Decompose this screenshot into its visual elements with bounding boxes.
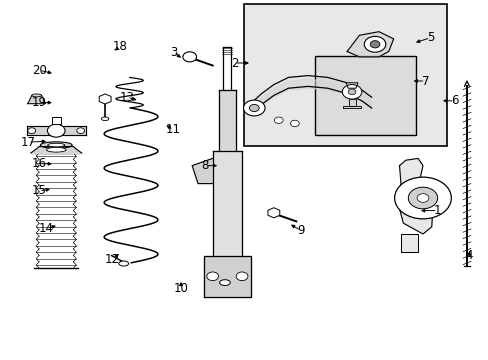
Text: 10: 10 (173, 282, 188, 294)
Ellipse shape (48, 143, 65, 147)
Text: 12: 12 (105, 253, 120, 266)
Circle shape (249, 104, 259, 112)
Polygon shape (343, 106, 360, 108)
Text: 14: 14 (39, 222, 54, 235)
Circle shape (274, 117, 283, 123)
Text: 17: 17 (21, 136, 36, 149)
Polygon shape (348, 99, 355, 106)
Circle shape (28, 128, 36, 134)
Polygon shape (218, 90, 236, 151)
Circle shape (236, 272, 247, 281)
Text: 8: 8 (201, 159, 209, 172)
Polygon shape (28, 95, 45, 104)
Circle shape (364, 36, 385, 52)
Circle shape (206, 272, 218, 281)
Circle shape (290, 120, 299, 127)
Polygon shape (346, 83, 357, 88)
Text: 16: 16 (32, 157, 46, 170)
Ellipse shape (102, 117, 109, 121)
Text: 13: 13 (120, 91, 134, 104)
Text: 3: 3 (169, 46, 177, 59)
Circle shape (47, 124, 65, 137)
Bar (315, 56, 415, 135)
Polygon shape (212, 151, 242, 256)
Text: 11: 11 (166, 123, 181, 136)
Polygon shape (400, 234, 417, 252)
Text: 2: 2 (230, 57, 238, 69)
Polygon shape (192, 158, 212, 184)
Circle shape (416, 194, 428, 202)
Text: 20: 20 (32, 64, 46, 77)
Circle shape (407, 187, 437, 209)
Ellipse shape (40, 142, 72, 148)
Text: 7: 7 (421, 75, 428, 87)
Circle shape (394, 177, 450, 219)
Text: 4: 4 (465, 249, 472, 262)
Polygon shape (397, 158, 432, 234)
Polygon shape (251, 79, 371, 115)
Text: 6: 6 (450, 94, 458, 107)
Bar (244, 4, 447, 146)
Polygon shape (203, 256, 250, 297)
Circle shape (77, 128, 84, 134)
Text: 15: 15 (32, 184, 46, 197)
Circle shape (342, 85, 361, 99)
Text: 18: 18 (112, 40, 127, 53)
Circle shape (183, 52, 196, 62)
Circle shape (243, 100, 264, 116)
Ellipse shape (119, 261, 128, 266)
Text: 5: 5 (426, 31, 433, 44)
Text: 19: 19 (32, 96, 46, 109)
Circle shape (369, 41, 379, 48)
Text: 9: 9 (296, 224, 304, 237)
Text: 1: 1 (433, 204, 441, 217)
Polygon shape (346, 32, 393, 57)
Ellipse shape (219, 280, 230, 285)
Circle shape (347, 89, 355, 95)
Ellipse shape (46, 148, 66, 152)
Ellipse shape (32, 94, 41, 97)
